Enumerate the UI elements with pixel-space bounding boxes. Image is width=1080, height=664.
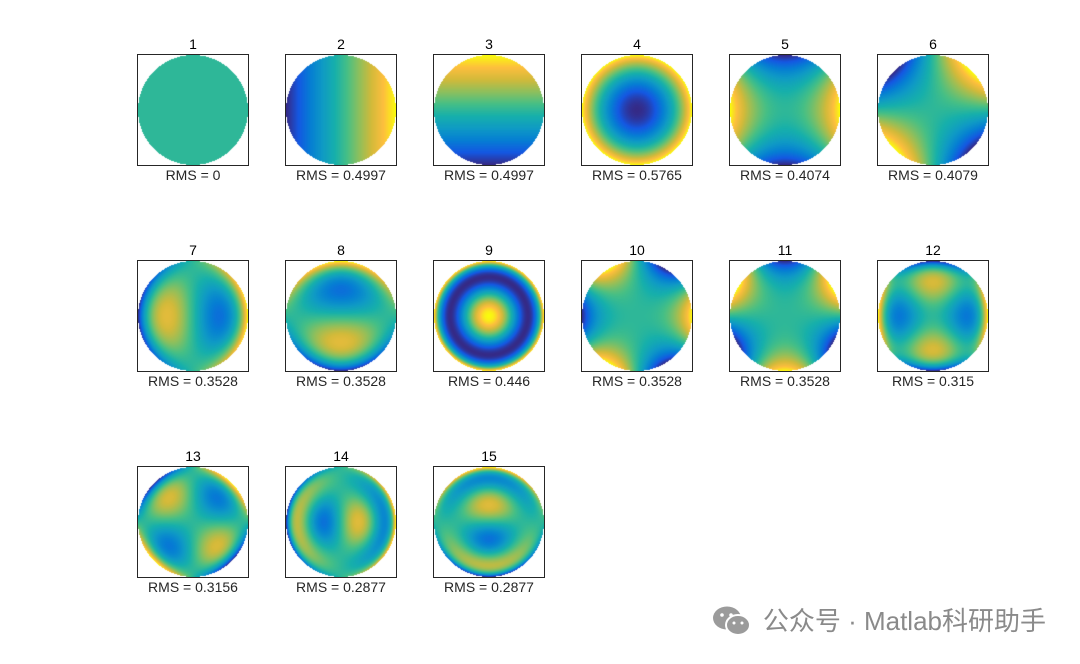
- panel-title: 6: [929, 36, 937, 52]
- zernike-map: [138, 261, 248, 371]
- panel-axes: [433, 54, 545, 166]
- panel-axes: [137, 54, 249, 166]
- zernike-map: [878, 55, 988, 165]
- zernike-panel: 7 RMS = 0.3528: [113, 242, 273, 402]
- zernike-map: [138, 467, 248, 577]
- panel-title: 12: [925, 242, 941, 258]
- zernike-panel: 6 RMS = 0.4079: [853, 36, 1013, 196]
- zernike-map: [434, 261, 544, 371]
- rms-label: RMS = 0.4079: [888, 167, 978, 183]
- zernike-map: [582, 55, 692, 165]
- panel-axes: [285, 54, 397, 166]
- rms-label: RMS = 0.2877: [296, 579, 386, 595]
- panel-title: 10: [629, 242, 645, 258]
- zernike-map: [138, 55, 248, 165]
- zernike-map: [730, 55, 840, 165]
- rms-label: RMS = 0.4074: [740, 167, 830, 183]
- panel-title: 4: [633, 36, 641, 52]
- panel-axes: [729, 260, 841, 372]
- rms-label: RMS = 0.2877: [444, 579, 534, 595]
- rms-label: RMS = 0.3528: [592, 373, 682, 389]
- panel-title: 8: [337, 242, 345, 258]
- zernike-panel: 15 RMS = 0.2877: [409, 448, 569, 608]
- panel-title: 15: [481, 448, 497, 464]
- zernike-panel: 9 RMS = 0.446: [409, 242, 569, 402]
- panel-title: 13: [185, 448, 201, 464]
- zernike-map: [286, 55, 396, 165]
- zernike-panel: 8 RMS = 0.3528: [261, 242, 421, 402]
- zernike-panel: 3 RMS = 0.4997: [409, 36, 569, 196]
- panel-title: 9: [485, 242, 493, 258]
- panel-title: 14: [333, 448, 349, 464]
- panel-axes: [581, 54, 693, 166]
- zernike-panel: 5 RMS = 0.4074: [705, 36, 865, 196]
- rms-label: RMS = 0.3528: [148, 373, 238, 389]
- rms-label: RMS = 0.446: [447, 373, 531, 389]
- panel-title: 2: [337, 36, 345, 52]
- zernike-panel: 12 RMS = 0.315: [853, 242, 1013, 402]
- panel-axes: [285, 466, 397, 578]
- zernike-map: [730, 261, 840, 371]
- zernike-map: [582, 261, 692, 371]
- zernike-map: [878, 261, 988, 371]
- panel-axes: [137, 260, 249, 372]
- zernike-panel: 4 RMS = 0.5765: [557, 36, 717, 196]
- panel-axes: [137, 466, 249, 578]
- rms-label: RMS = 0.5765: [592, 167, 682, 183]
- panel-title: 1: [189, 36, 197, 52]
- panel-title: 3: [485, 36, 493, 52]
- zernike-panel: 11 RMS = 0.3528: [705, 242, 865, 402]
- panel-title: 11: [777, 242, 793, 258]
- zernike-map: [434, 467, 544, 577]
- zernike-panel: 14 RMS = 0.2877: [261, 448, 421, 608]
- zernike-panel: 10 RMS = 0.3528: [557, 242, 717, 402]
- panel-title: 5: [781, 36, 789, 52]
- watermark: 公众号 · Matlab科研助手: [711, 604, 1046, 638]
- wechat-icon: [712, 606, 751, 636]
- panel-title: 7: [189, 242, 197, 258]
- panel-axes: [581, 260, 693, 372]
- panel-axes: [433, 260, 545, 372]
- rms-label: RMS = 0.315: [891, 373, 975, 389]
- rms-label: RMS = 0.4997: [296, 167, 386, 183]
- zernike-map: [286, 467, 396, 577]
- zernike-panel: 13 RMS = 0.3156: [113, 448, 273, 608]
- zernike-panel: 2 RMS = 0.4997: [261, 36, 421, 196]
- panel-axes: [729, 54, 841, 166]
- panel-axes: [877, 260, 989, 372]
- watermark-text: 公众号 · Matlab科研助手: [762, 606, 1046, 636]
- rms-label: RMS = 0.4997: [444, 167, 534, 183]
- zernike-map: [434, 55, 544, 165]
- rms-label: RMS = 0.3156: [148, 579, 238, 595]
- panel-axes: [877, 54, 989, 166]
- zernike-map: [286, 261, 396, 371]
- panel-axes: [285, 260, 397, 372]
- zernike-panel: 1 RMS = 0: [113, 36, 273, 196]
- rms-label: RMS = 0: [165, 167, 221, 183]
- rms-label: RMS = 0.3528: [296, 373, 386, 389]
- panel-axes: [433, 466, 545, 578]
- rms-label: RMS = 0.3528: [740, 373, 830, 389]
